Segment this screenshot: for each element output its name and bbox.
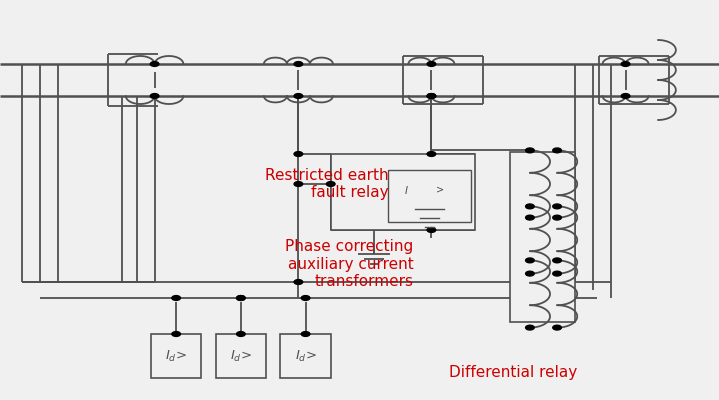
Circle shape bbox=[237, 296, 245, 300]
Circle shape bbox=[326, 182, 335, 186]
Circle shape bbox=[621, 62, 630, 66]
Circle shape bbox=[294, 182, 303, 186]
Circle shape bbox=[427, 228, 436, 232]
Circle shape bbox=[526, 258, 534, 263]
Circle shape bbox=[150, 94, 159, 98]
Circle shape bbox=[172, 296, 180, 300]
Circle shape bbox=[553, 148, 562, 153]
Circle shape bbox=[294, 62, 303, 66]
Circle shape bbox=[526, 148, 534, 153]
Text: $I_d$>: $I_d$> bbox=[230, 348, 252, 364]
Circle shape bbox=[526, 325, 534, 330]
Text: Differential relay: Differential relay bbox=[449, 365, 577, 380]
Bar bbox=[388, 170, 471, 222]
Circle shape bbox=[553, 215, 562, 220]
Circle shape bbox=[427, 152, 436, 156]
Circle shape bbox=[294, 94, 303, 98]
Circle shape bbox=[237, 332, 245, 336]
Bar bbox=[331, 154, 475, 230]
Circle shape bbox=[150, 62, 159, 66]
Text: Phase correcting
auxiliary current
transformers: Phase correcting auxiliary current trans… bbox=[285, 239, 413, 289]
Circle shape bbox=[427, 62, 436, 66]
Circle shape bbox=[621, 94, 630, 98]
Circle shape bbox=[526, 204, 534, 209]
Bar bbox=[216, 334, 266, 378]
Circle shape bbox=[237, 296, 245, 300]
Circle shape bbox=[172, 332, 180, 336]
Circle shape bbox=[553, 258, 562, 263]
Text: $>$: $>$ bbox=[434, 185, 445, 195]
Bar bbox=[151, 334, 201, 378]
Text: $I_d$>: $I_d$> bbox=[295, 348, 316, 364]
Circle shape bbox=[427, 94, 436, 98]
Circle shape bbox=[526, 215, 534, 220]
Text: $I_d$>: $I_d$> bbox=[165, 348, 187, 364]
Text: $I$: $I$ bbox=[404, 184, 409, 196]
Bar bbox=[280, 334, 331, 378]
Text: Restricted earth
fault relay: Restricted earth fault relay bbox=[265, 168, 388, 200]
Circle shape bbox=[294, 152, 303, 156]
Circle shape bbox=[526, 271, 534, 276]
Bar bbox=[510, 152, 575, 322]
Circle shape bbox=[553, 325, 562, 330]
Circle shape bbox=[553, 271, 562, 276]
Circle shape bbox=[553, 204, 562, 209]
Circle shape bbox=[294, 280, 303, 284]
Circle shape bbox=[301, 296, 310, 300]
Circle shape bbox=[427, 94, 436, 98]
Circle shape bbox=[301, 332, 310, 336]
